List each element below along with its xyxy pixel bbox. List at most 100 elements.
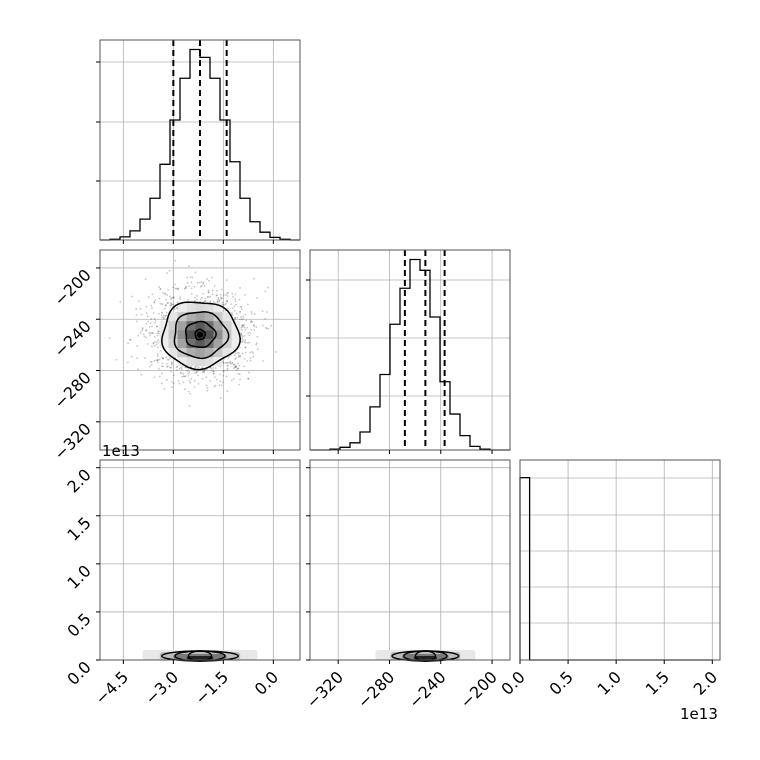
panel-hist-param-2	[306, 249, 511, 454]
x-tick-label-param-1: −4.5	[91, 667, 132, 708]
density-cell	[213, 348, 223, 358]
scatter-point	[198, 281, 201, 284]
scatter-point	[226, 367, 229, 370]
scatter-point	[241, 340, 244, 343]
scatter-point	[226, 365, 229, 368]
density-cell	[177, 339, 187, 349]
scatter-point	[241, 318, 243, 321]
scatter-point	[201, 369, 204, 372]
scatter-point	[195, 371, 198, 374]
scatter-point	[163, 388, 166, 390]
scatter-point	[203, 369, 206, 372]
x-tick-label-param-2: −320	[303, 667, 348, 712]
scatter-point	[135, 314, 138, 316]
scatter-point	[239, 355, 241, 358]
scatter-point	[159, 287, 162, 290]
density-cell	[177, 303, 187, 313]
scatter-point	[170, 298, 172, 300]
scatter-point	[206, 295, 209, 298]
scatter-point	[256, 297, 259, 299]
scatter-point	[219, 296, 222, 299]
scatter-point	[207, 291, 210, 293]
scatter-point	[169, 301, 172, 304]
scatter-point	[227, 291, 230, 294]
scatter-point	[227, 361, 229, 364]
scatter-point	[165, 314, 168, 317]
scatter-point	[196, 281, 199, 284]
scatter-point	[178, 298, 181, 300]
scatter-point	[240, 308, 243, 311]
scatter-point	[233, 318, 236, 321]
scatter-point	[176, 368, 178, 371]
scatter-point	[222, 374, 225, 377]
scatter-point	[108, 337, 111, 339]
scatter-point	[220, 384, 223, 387]
scatter-point	[157, 339, 160, 342]
scatter-point	[218, 299, 221, 301]
scatter-point	[193, 285, 196, 288]
scatter-point	[228, 361, 231, 364]
scatter-point	[170, 363, 173, 366]
scatter-point	[244, 346, 247, 349]
scatter-point	[170, 361, 173, 364]
scatter-point	[245, 319, 248, 322]
scatter-point	[177, 288, 180, 291]
scatter-point	[222, 294, 225, 297]
scatter-point	[226, 362, 228, 365]
scatter-point	[196, 294, 199, 297]
scatter-point	[212, 300, 215, 303]
scatter-point	[145, 312, 148, 314]
scatter-point	[139, 332, 142, 334]
scatter-point	[145, 329, 148, 332]
scatter-point	[206, 368, 208, 371]
scatter-point	[157, 341, 160, 344]
scatter-point	[233, 363, 235, 366]
scatter-point	[166, 272, 169, 275]
scatter-point	[135, 320, 138, 323]
scatter-point	[221, 297, 223, 300]
scatter-point	[160, 382, 163, 385]
density-cell	[222, 312, 232, 322]
scatter-point	[158, 375, 161, 378]
scatter-point	[115, 358, 118, 361]
scatter-point	[194, 271, 197, 274]
scatter-point	[170, 381, 173, 383]
scatter-point	[274, 351, 277, 353]
scatter-point	[187, 298, 190, 301]
density-cell	[186, 339, 196, 349]
scatter-point	[220, 288, 223, 291]
scatter-point	[141, 328, 144, 331]
scatter-point	[233, 305, 236, 308]
scatter-point	[267, 286, 269, 289]
scatter-point	[194, 296, 196, 299]
scatter-point	[219, 397, 222, 399]
scatter-point	[262, 324, 264, 327]
scatter-point	[157, 368, 160, 370]
scatter-point	[172, 296, 174, 299]
scatter-point	[159, 349, 162, 352]
scatter-point	[242, 318, 245, 320]
scatter-point	[187, 372, 190, 375]
scatter-point	[172, 382, 175, 385]
scatter-point	[232, 295, 235, 298]
scatter-point	[248, 371, 250, 374]
scatter-point	[188, 371, 191, 374]
scatter-point	[219, 373, 222, 376]
scatter-point	[242, 324, 245, 327]
scatter-point	[241, 335, 244, 338]
scatter-point	[157, 330, 160, 333]
y-tick-label-param-2: −240	[50, 317, 95, 362]
y-tick-label-param-3: 0.0	[63, 657, 94, 688]
density-cell	[177, 330, 187, 340]
scatter-point	[219, 380, 222, 383]
density-cell	[168, 339, 178, 349]
scatter-point	[226, 300, 229, 303]
scatter-point	[234, 358, 237, 361]
scatter-point	[233, 309, 236, 312]
scatter-point	[239, 305, 242, 308]
scatter-point	[213, 376, 216, 379]
scatter-point	[163, 293, 166, 296]
density-cell	[231, 339, 241, 349]
panel-frame	[99, 39, 301, 241]
scatter-point	[235, 365, 238, 368]
